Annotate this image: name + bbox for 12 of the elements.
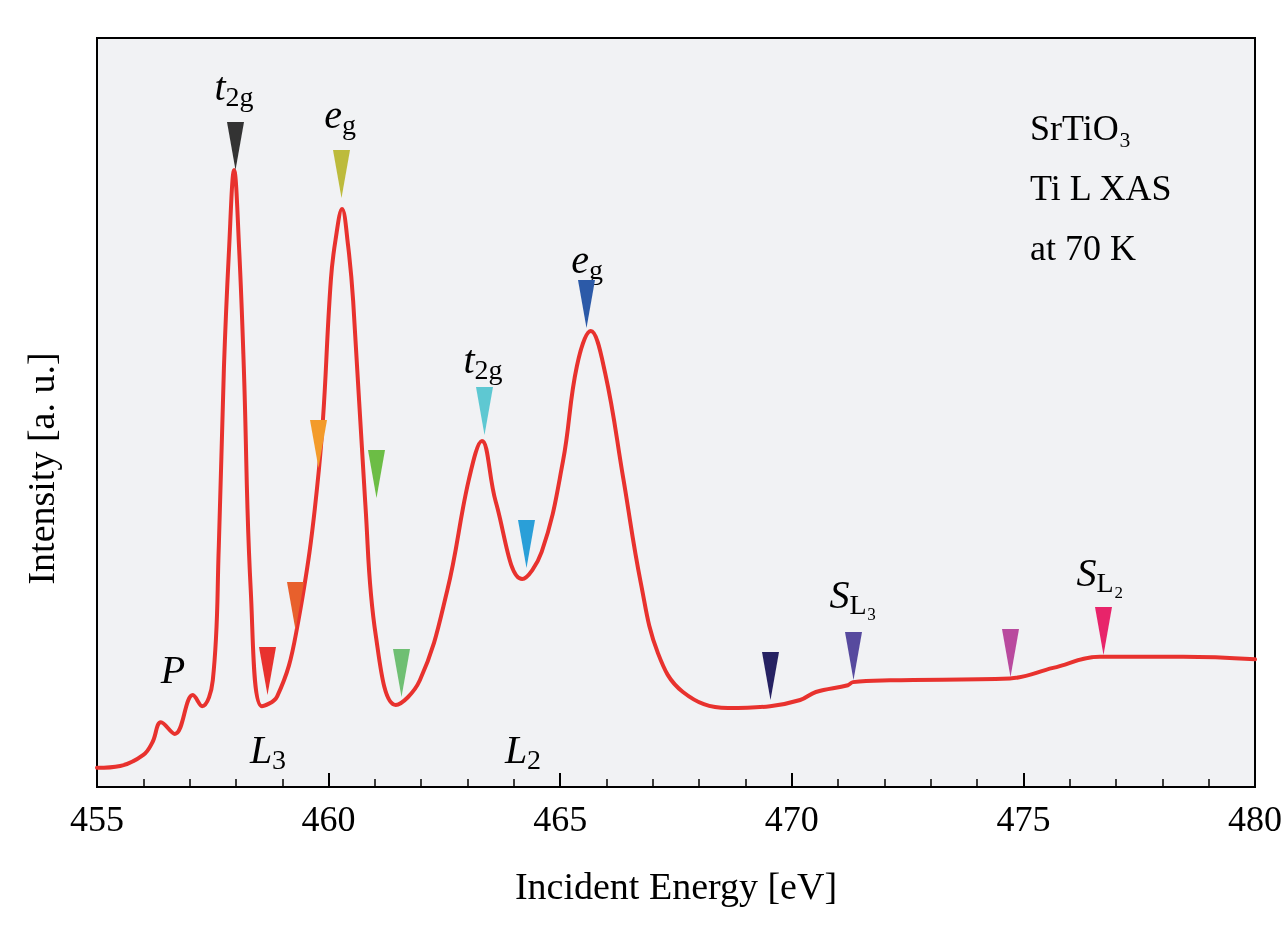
annotation: Ti L XAS — [1030, 168, 1172, 208]
x-tick-label: 465 — [533, 799, 588, 839]
text: SrTiO₃ — [1030, 108, 1132, 148]
x-tick-label: 480 — [1228, 799, 1282, 839]
annotation: P — [159, 646, 186, 692]
y-axis-title: Intensity [a. u.] — [20, 352, 62, 585]
x-tick-label: 470 — [764, 799, 819, 839]
x-tick-label: 460 — [301, 799, 356, 839]
x-axis-title: Incident Energy [eV] — [514, 865, 838, 907]
x-tick-label: 475 — [996, 799, 1051, 839]
x-tick-label: 455 — [70, 799, 124, 839]
annotation: at 70 K — [1030, 228, 1136, 268]
